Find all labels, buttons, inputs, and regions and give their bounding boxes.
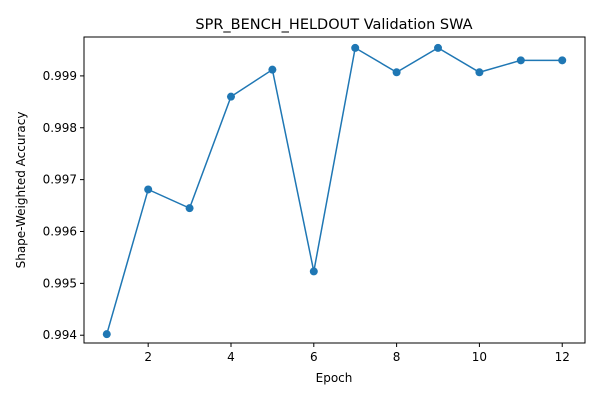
x-tick-label: 4: [227, 350, 235, 364]
series-layer: [102, 43, 567, 339]
data-point: [226, 92, 235, 101]
data-point: [351, 43, 360, 52]
data-point: [309, 267, 318, 276]
x-tick-label: 2: [144, 350, 152, 364]
data-point: [558, 56, 567, 65]
x-axis-ticks: 2 4 6 8 10 12: [144, 343, 570, 364]
series-line: [106, 46, 563, 335]
y-tick-label: 0.999: [43, 69, 77, 83]
data-point: [434, 43, 443, 52]
chart-title: SPR_BENCH_HELDOUT Validation SWA: [195, 17, 472, 33]
data-point: [185, 204, 194, 213]
x-tick-label: 6: [310, 350, 318, 364]
x-axis-label: Epoch: [316, 371, 353, 385]
data-point: [516, 56, 525, 65]
y-tick-label: 0.996: [43, 224, 77, 238]
data-point: [102, 330, 111, 339]
plot-frame: [83, 36, 586, 344]
y-tick-label: 0.997: [43, 173, 77, 187]
x-tick-label: 10: [472, 350, 487, 364]
x-tick-label: 12: [555, 350, 570, 364]
data-point: [392, 68, 401, 77]
y-tick-label: 0.994: [43, 328, 77, 342]
data-point: [268, 65, 277, 74]
y-axis-label: Shape-Weighted Accuracy: [14, 112, 28, 269]
y-tick-label: 0.995: [43, 276, 77, 290]
data-point: [475, 68, 484, 77]
y-tick-label: 0.998: [43, 121, 77, 135]
x-tick-label: 8: [393, 350, 401, 364]
y-axis-ticks: 0.994 0.995 0.996 0.997 0.998 0.999: [43, 69, 84, 342]
data-point: [144, 185, 153, 194]
